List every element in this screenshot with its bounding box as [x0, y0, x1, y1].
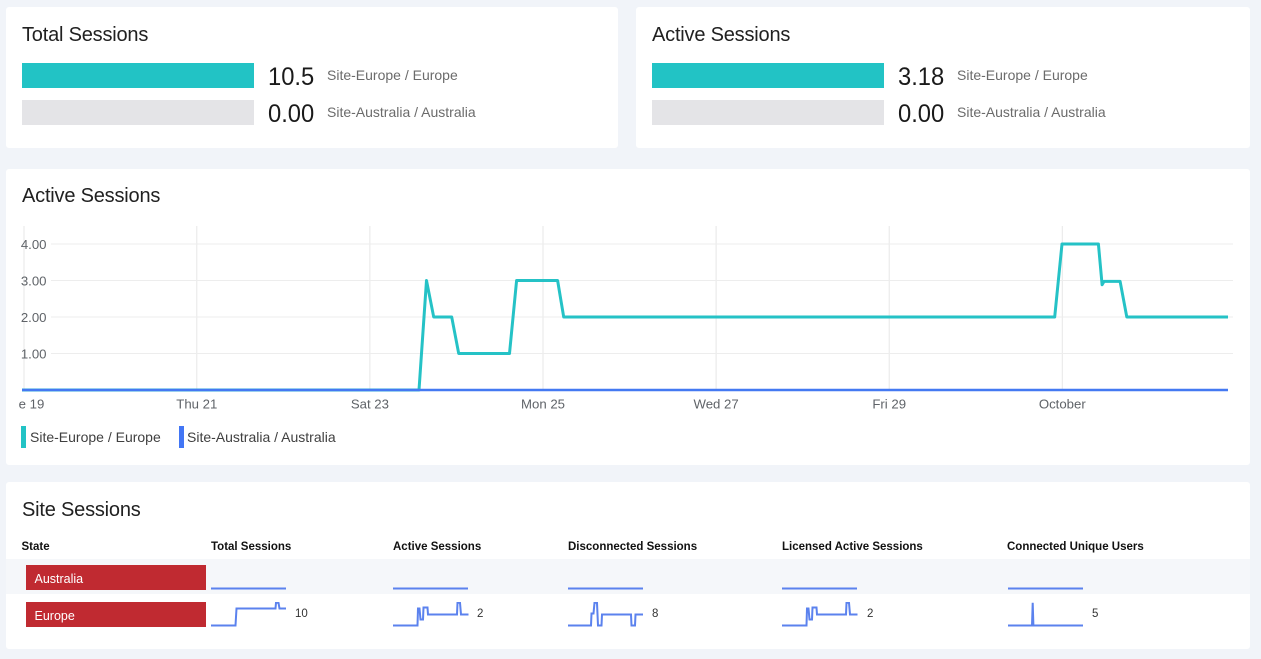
- svg-text:Tue 19: Tue 19: [18, 397, 44, 412]
- svg-text:Fri 29: Fri 29: [872, 397, 906, 412]
- svg-text:4.00: 4.00: [21, 237, 47, 252]
- svg-text:3.00: 3.00: [21, 274, 47, 289]
- svg-text:1.00: 1.00: [21, 347, 47, 362]
- svg-text:Mon 25: Mon 25: [521, 397, 565, 412]
- svg-text:2.00: 2.00: [21, 310, 47, 325]
- svg-text:Wed 27: Wed 27: [693, 397, 738, 412]
- svg-text:October: October: [1039, 397, 1087, 412]
- svg-text:Sat 23: Sat 23: [351, 397, 389, 412]
- svg-text:Thu 21: Thu 21: [176, 397, 217, 412]
